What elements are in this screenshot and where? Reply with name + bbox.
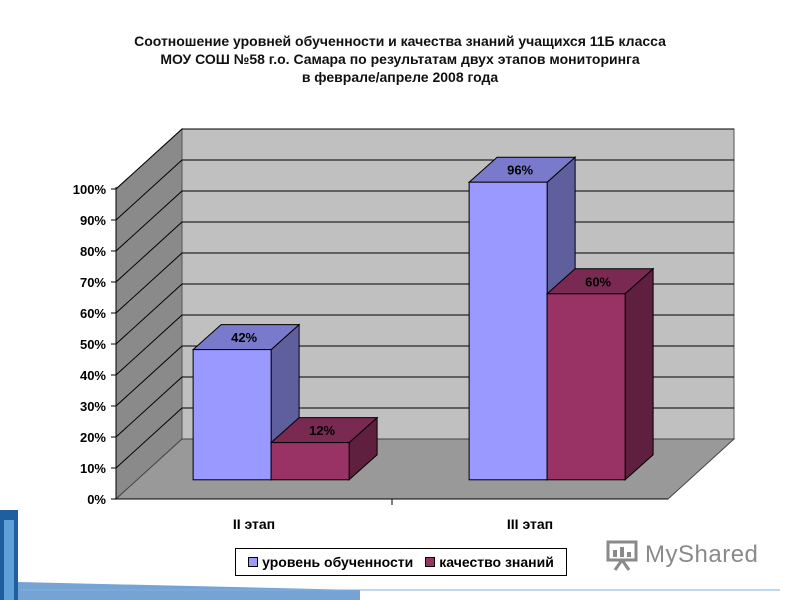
data-label: 12% [309,423,335,438]
y-tick-label: 100% [73,182,107,197]
presentation-board-icon [606,540,638,571]
legend-swatch [425,557,436,567]
watermark: MyShared [605,538,758,572]
y-tick-label: 10% [80,461,106,476]
chart-title: Соотношение уровней обученности и качест… [80,32,720,86]
legend-label: уровень обученности [262,554,414,570]
data-label: 96% [507,163,533,178]
legend-swatch [248,557,259,567]
y-tick-label: 30% [80,399,106,414]
y-tick-label: 60% [80,306,106,321]
legend-item: качество знаний [425,554,554,570]
y-tick-label: 20% [80,430,106,445]
bar [192,349,272,481]
y-tick-label: 40% [80,368,106,383]
watermark-text: MyShared [645,541,759,568]
data-label: 60% [585,274,611,289]
legend-label: качество знаний [439,554,554,570]
chart-title-line: в феврале/апреле 2008 года [301,69,499,85]
bar-side [624,267,654,481]
y-tick-label: 0% [87,492,106,507]
gridline [115,128,734,190]
x-tick-label: III этап [507,516,553,532]
y-tick-label: 90% [80,213,106,228]
y-tick-label: 50% [80,337,106,352]
y-tick-label: 80% [80,244,106,259]
y-tick-label: 70% [80,275,106,290]
x-tick-label: II этап [233,516,275,532]
legend: уровень обученности качество знаний [235,548,567,576]
chart-title-line: Соотношение уровней обученности и качест… [134,33,666,49]
bar [546,293,626,481]
bar [468,181,548,481]
bar [270,442,350,481]
legend-item: уровень обученности [248,554,413,570]
data-label: 42% [231,330,257,345]
chart-title-line: МОУ СОШ №58 г.о. Самара по результатам д… [160,51,640,67]
